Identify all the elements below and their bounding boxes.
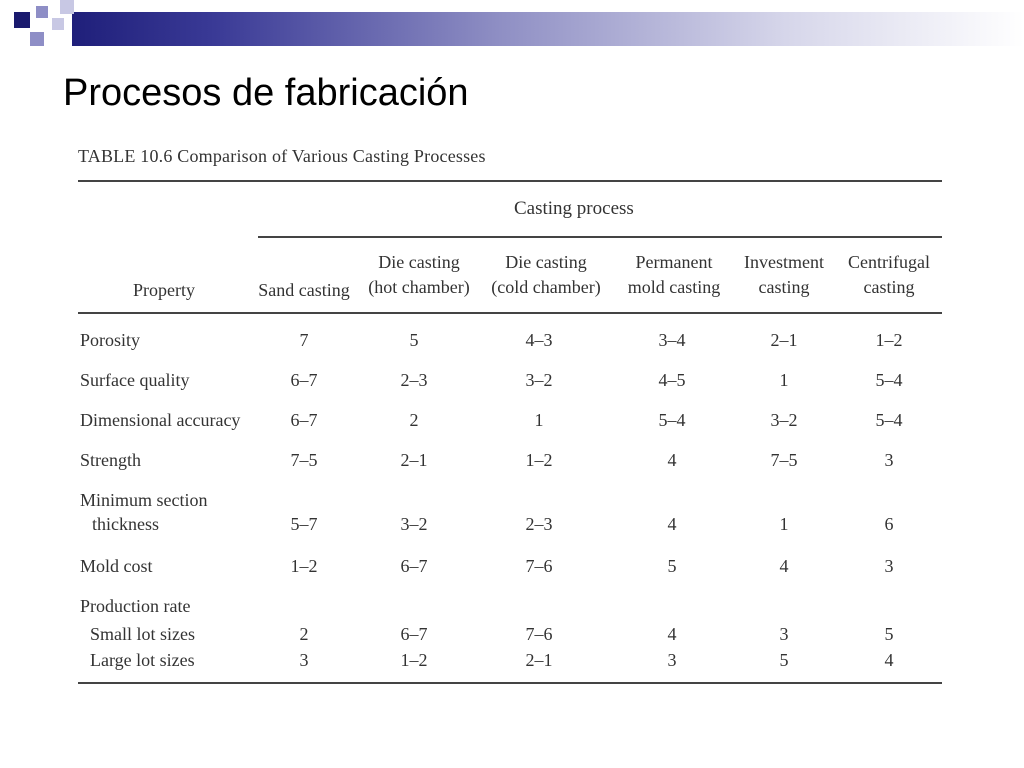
column-header-line: Investment [744, 252, 824, 272]
column-header-investment: Investment casting [739, 250, 829, 300]
table-cell: 4–5 [658, 370, 686, 390]
table-cell: 1–2 [400, 650, 428, 670]
table-cell: 1 [534, 410, 544, 430]
table-cell: 1 [779, 514, 789, 534]
table-rule-top [78, 180, 942, 182]
table-cell: 3–2 [525, 370, 553, 390]
group-header-rule [258, 236, 942, 238]
column-header-line: (hot chamber) [368, 277, 470, 297]
table-cell: 2–1 [770, 330, 798, 350]
table-cell: 5–4 [658, 410, 686, 430]
column-header-line: Die casting [505, 252, 587, 272]
column-header-die-cold: Die casting (cold chamber) [486, 250, 606, 300]
table-cell: 3 [884, 556, 894, 576]
table-cell: 6–7 [290, 410, 318, 430]
table-cell: 3 [884, 450, 894, 470]
column-header-line: (cold chamber) [491, 277, 601, 297]
table-cell: 5 [409, 330, 419, 350]
column-header-centrifugal: Centrifugal casting [839, 250, 939, 300]
decoration-square [60, 0, 74, 14]
column-header-die-hot: Die casting (hot chamber) [364, 250, 474, 300]
column-header-line: Centrifugal [848, 252, 930, 272]
table-cell: 2 [409, 410, 419, 430]
row-label: Dimensional accuracy [80, 410, 241, 430]
row-label: Small lot sizes [90, 624, 195, 644]
decoration-square [36, 6, 48, 18]
table-cell: 7–6 [525, 624, 553, 644]
decoration-square [14, 12, 30, 28]
column-header-line: Die casting [378, 252, 460, 272]
table-caption: TABLE 10.6 Comparison of Various Casting… [78, 146, 486, 166]
table-cell: 7–5 [290, 450, 318, 470]
column-header-sand-casting: Sand casting [254, 278, 354, 303]
row-label: thickness [92, 514, 159, 534]
table-cell: 5 [667, 556, 677, 576]
table-cell: 5 [884, 624, 894, 644]
table-cell: 3–2 [400, 514, 428, 534]
table-cell: 4 [667, 624, 677, 644]
table-cell: 1 [779, 370, 789, 390]
table-cell: 4–3 [525, 330, 553, 350]
table-cell: 5–7 [290, 514, 318, 534]
column-header-line: Sand casting [258, 280, 350, 300]
table-cell: 7–5 [770, 450, 798, 470]
table-cell: 1–2 [525, 450, 553, 470]
table-cell: 2–3 [400, 370, 428, 390]
table-cell: 7 [299, 330, 309, 350]
table-cell: 2–1 [400, 450, 428, 470]
table-cell: 2 [299, 624, 309, 644]
table-cell: 6–7 [400, 624, 428, 644]
scanned-table: TABLE 10.6 Comparison of Various Casting… [74, 140, 944, 700]
column-header-line: mold casting [627, 277, 721, 297]
table-cell: 2–1 [525, 650, 553, 670]
table-rule-header [78, 312, 942, 314]
group-header: Casting process [514, 198, 634, 219]
row-label: Large lot sizes [90, 650, 195, 670]
title-decoration-bar [72, 12, 1024, 46]
column-header-line: casting [863, 277, 915, 297]
table-cell: 3 [667, 650, 677, 670]
table-cell: 4 [667, 450, 677, 470]
row-label: Production rate [80, 596, 191, 616]
row-label: Minimum section [80, 490, 208, 510]
column-header-line: casting [758, 277, 810, 297]
decoration-square [30, 32, 44, 46]
table-cell: 6–7 [290, 370, 318, 390]
column-header-line: Permanent [635, 252, 713, 272]
table-cell: 4 [779, 556, 789, 576]
table-cell: 2–3 [525, 514, 553, 534]
column-header-property: Property [133, 280, 195, 300]
table-cell: 4 [667, 514, 677, 534]
row-label: Strength [80, 450, 141, 470]
table-cell: 7–6 [525, 556, 553, 576]
table-cell: 1–2 [290, 556, 318, 576]
table-cell: 5 [779, 650, 789, 670]
row-label: Surface quality [80, 370, 190, 390]
table-rule-bottom [78, 682, 942, 684]
column-header-permanent-mold: Permanent mold casting [619, 250, 729, 300]
table-cell: 3–4 [658, 330, 686, 350]
table-cell: 6 [884, 514, 894, 534]
decoration-square [52, 18, 64, 30]
row-label: Mold cost [80, 556, 153, 576]
table-cell: 3 [779, 624, 789, 644]
slide-title: Procesos de fabricación [63, 72, 469, 114]
row-label: Porosity [80, 330, 141, 350]
table-cell: 1–2 [875, 330, 903, 350]
table-cell: 6–7 [400, 556, 428, 576]
table-cell: 5–4 [875, 370, 903, 390]
table-cell: 5–4 [875, 410, 903, 430]
table-cell: 3–2 [770, 410, 798, 430]
table-cell: 4 [884, 650, 894, 670]
table-cell: 3 [299, 650, 309, 670]
